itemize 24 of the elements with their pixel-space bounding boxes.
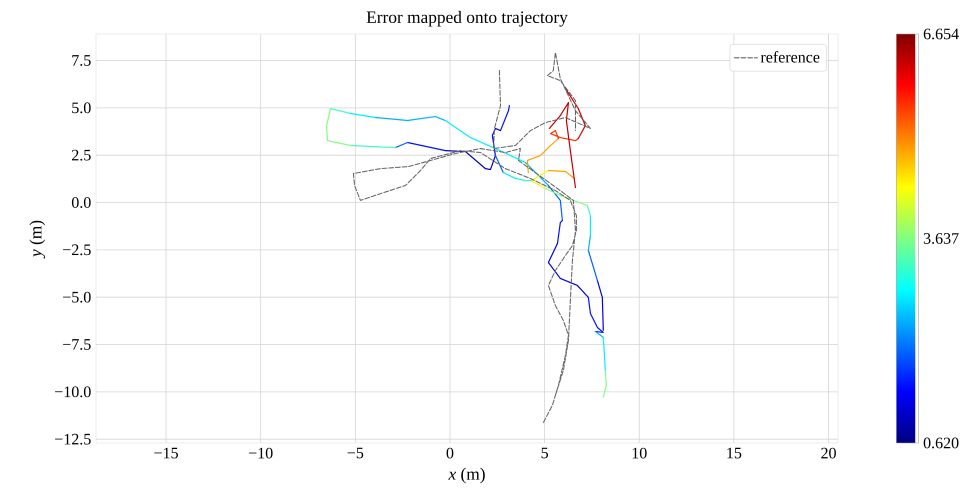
y-tick-label: 2.5 bbox=[72, 150, 91, 161]
x-tick-label: 15 bbox=[727, 448, 742, 458]
y-tick-label: 7.5 bbox=[72, 55, 91, 66]
y-tick-label: −2.5 bbox=[63, 244, 91, 256]
x-tick-label: 20 bbox=[821, 448, 836, 458]
x-tick-label: −10 bbox=[248, 448, 273, 458]
y-tick-label: −12.5 bbox=[55, 434, 91, 445]
x-tick-label: −15 bbox=[154, 448, 178, 458]
y-tick-label: 0.0 bbox=[72, 197, 91, 208]
x-tick-label: 0 bbox=[446, 448, 454, 458]
y-tick-label: −10.0 bbox=[55, 386, 91, 398]
x-tick-label: 10 bbox=[632, 448, 647, 458]
y-tick-label: 5.0 bbox=[72, 102, 91, 114]
legend-label: reference bbox=[760, 51, 820, 63]
y-axis-title: y (m) bbox=[29, 220, 46, 258]
y-tick-label: −7.5 bbox=[63, 339, 91, 350]
x-tick-label: 5 bbox=[542, 448, 548, 458]
y-tick-label: −5.0 bbox=[63, 292, 91, 303]
color-bar-label: 3.637 bbox=[924, 233, 959, 244]
chart-title: Error mapped onto trajectory bbox=[366, 10, 568, 27]
x-tick-label: −5 bbox=[348, 448, 364, 458]
x-axis-title: x (m) bbox=[448, 468, 485, 484]
color-bar-label: 0.620 bbox=[924, 438, 958, 448]
color-bar-label: 6.654 bbox=[924, 28, 959, 40]
